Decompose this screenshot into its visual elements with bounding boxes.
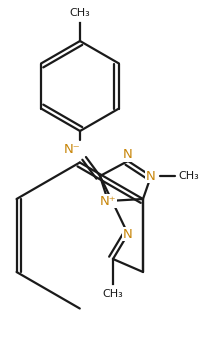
Text: N⁻: N⁻ [63,142,80,155]
Text: N: N [123,148,133,161]
Text: CH₃: CH₃ [178,171,199,181]
Text: CH₃: CH₃ [70,8,90,18]
Text: N: N [123,227,133,240]
Text: N: N [146,170,156,183]
Text: CH₃: CH₃ [103,289,123,299]
Text: N⁺: N⁺ [100,194,116,207]
